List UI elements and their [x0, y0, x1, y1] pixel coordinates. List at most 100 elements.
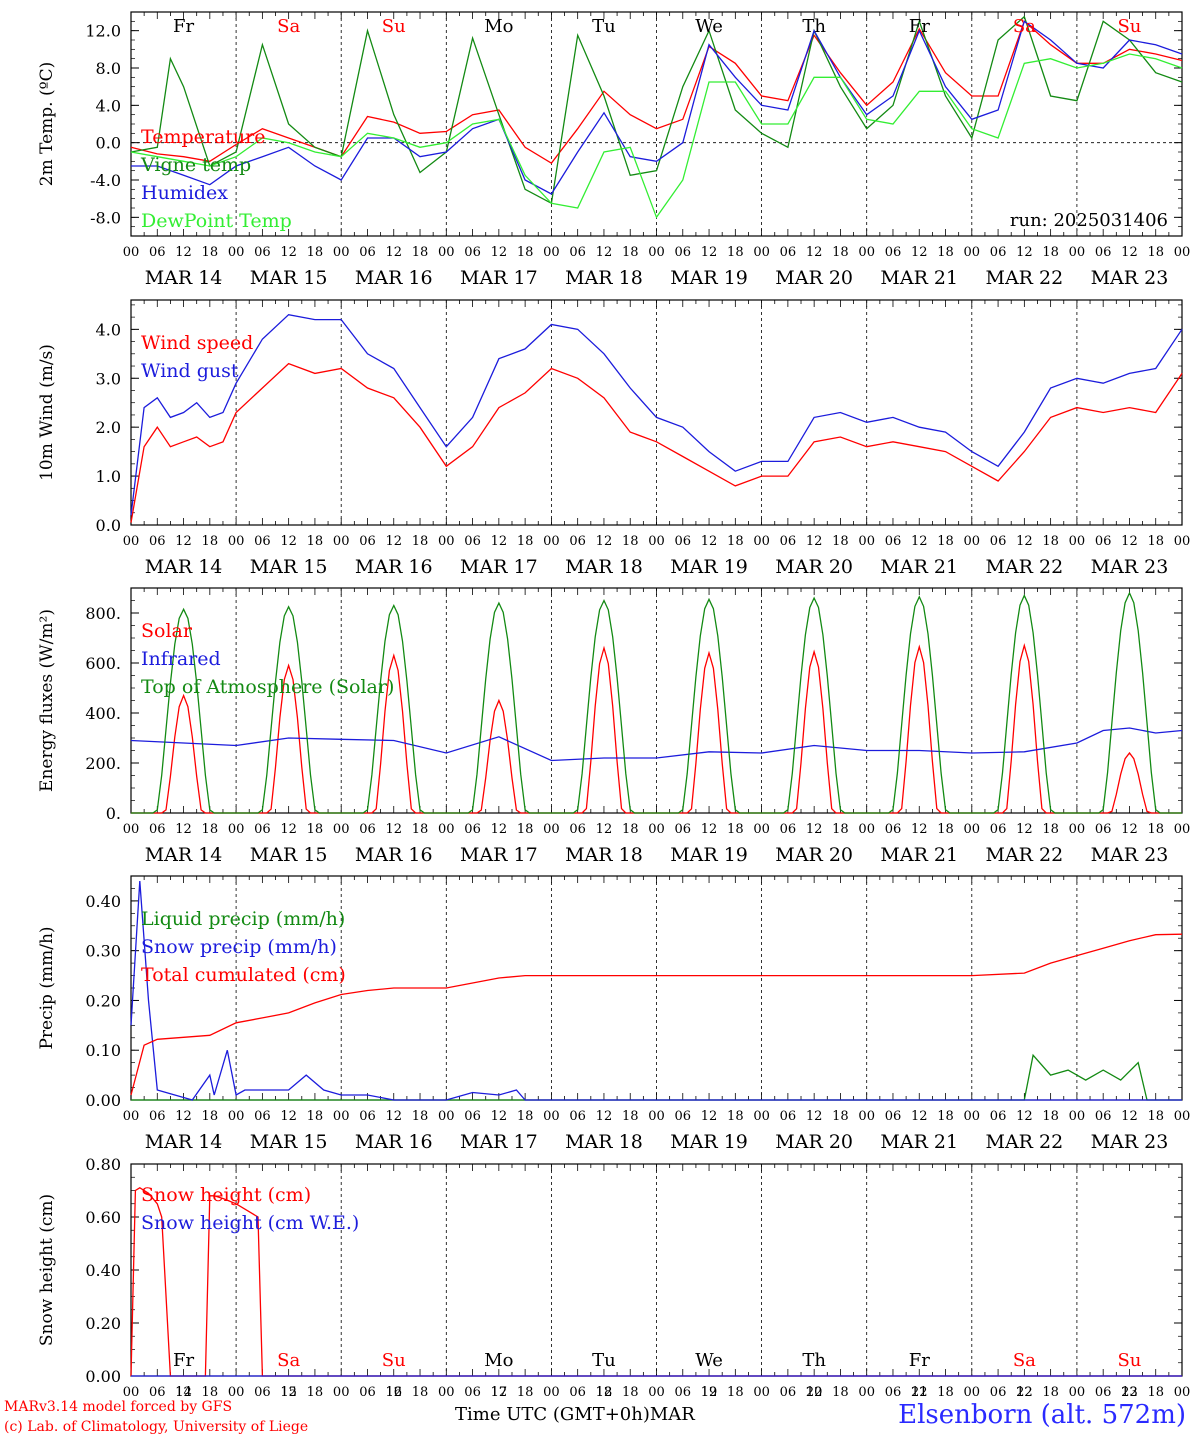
date-label: MAR 23	[1091, 1131, 1169, 1153]
station-name: Elsenborn (alt. 572m)	[898, 1400, 1186, 1430]
hour-tick-label: 06	[464, 1109, 481, 1124]
hour-tick-label: 18	[622, 534, 639, 549]
date-label: MAR 22	[985, 1131, 1063, 1153]
series-line-top-of-atmosphere-solar-	[131, 591, 1182, 814]
hour-tick-label: 00	[123, 1109, 140, 1124]
weekday-label: We	[695, 1350, 723, 1371]
hour-tick-label: 06	[149, 534, 166, 549]
hour-tick-label: 12	[806, 534, 823, 549]
hour-tick-label: 18	[202, 1109, 219, 1124]
date-label: MAR 19	[670, 844, 748, 866]
weekday-label: Su	[1117, 16, 1141, 37]
hour-tick-label: 00	[753, 245, 770, 260]
day-number-label: 16	[385, 1385, 402, 1400]
hour-tick-label: 18	[517, 245, 534, 260]
hour-tick-label: 18	[832, 822, 849, 837]
hour-tick-label: 00	[1069, 1109, 1086, 1124]
hour-tick-label: 06	[675, 1109, 692, 1124]
y-tick-label: 0.20	[85, 1314, 121, 1333]
hour-tick-label: 12	[911, 1385, 928, 1400]
date-label: MAR 16	[355, 1131, 433, 1153]
weekday-label: Fr	[173, 1350, 194, 1371]
y-axis-label: Snow height (cm)	[37, 1194, 57, 1346]
y-tick-label: 0.40	[85, 1261, 121, 1280]
hour-tick-label: 12	[596, 245, 613, 260]
weekday-label: Sa	[277, 16, 300, 37]
hour-tick-label: 18	[307, 534, 324, 549]
hour-tick-label: 18	[622, 1385, 639, 1400]
hour-tick-label: 18	[832, 534, 849, 549]
hour-tick-label: 00	[438, 534, 455, 549]
date-label: MAR 22	[985, 267, 1063, 289]
date-label: MAR 14	[145, 267, 223, 289]
y-tick-label: 0.40	[85, 892, 121, 911]
hour-tick-label: 06	[885, 245, 902, 260]
legend-label: Vigne temp	[140, 154, 251, 176]
hour-tick-label: 00	[123, 822, 140, 837]
date-label: MAR 16	[355, 556, 433, 578]
series-line-snow-precip-mm-h-	[130, 880, 1182, 1101]
hour-tick-label: 18	[307, 1109, 324, 1124]
hour-tick-label: 00	[228, 822, 245, 837]
hour-tick-label: 00	[1069, 1385, 1086, 1400]
hour-tick-label: 06	[990, 534, 1007, 549]
hour-tick-label: 12	[701, 822, 718, 837]
hour-tick-label: 06	[1095, 1385, 1112, 1400]
hour-tick-label: 12	[911, 534, 928, 549]
hour-tick-label: 18	[727, 1385, 744, 1400]
hour-tick-label: 18	[1042, 534, 1059, 549]
legend-label: DewPoint Temp	[141, 210, 292, 232]
y-tick-label: -4.0	[90, 171, 121, 190]
hour-tick-label: 12	[1016, 1109, 1033, 1124]
hour-tick-label: 18	[832, 245, 849, 260]
weekday-label: Mo	[484, 16, 513, 37]
time-axis-title: Time UTC (GMT+0h)MAR	[455, 1404, 695, 1425]
legend-label: Snow precip (mm/h)	[141, 936, 337, 958]
hour-tick-label: 12	[280, 1109, 297, 1124]
date-label: MAR 21	[880, 1131, 958, 1153]
hour-tick-label: 12	[701, 534, 718, 549]
y-tick-label: 4.0	[96, 96, 121, 115]
hour-tick-label: 06	[464, 245, 481, 260]
hour-tick-label: 18	[622, 245, 639, 260]
hour-tick-label: 00	[438, 822, 455, 837]
hour-tick-label: 18	[622, 1109, 639, 1124]
hour-tick-label: 18	[1147, 1385, 1164, 1400]
weekday-label: Su	[1117, 1350, 1141, 1371]
hour-tick-label: 06	[780, 1385, 797, 1400]
hour-tick-label: 00	[438, 1385, 455, 1400]
hour-tick-label: 06	[569, 1385, 586, 1400]
y-tick-label: 0.30	[85, 942, 121, 961]
date-label: MAR 19	[670, 556, 748, 578]
hour-tick-label: 00	[1069, 534, 1086, 549]
date-label: MAR 17	[460, 1131, 538, 1153]
hour-tick-label: 06	[254, 1385, 271, 1400]
hour-tick-label: 18	[307, 822, 324, 837]
panel-1	[130, 11, 1183, 237]
date-label: MAR 20	[775, 556, 853, 578]
weekday-label: We	[695, 16, 723, 37]
day-number-label: 20	[806, 1385, 823, 1400]
hour-tick-label: 18	[937, 1109, 954, 1124]
hour-tick-label: 12	[1121, 534, 1138, 549]
hour-tick-label: 00	[858, 245, 875, 260]
hour-tick-label: 12	[385, 534, 402, 549]
legend-label: Total cumulated (cm)	[141, 964, 346, 986]
hour-tick-label: 06	[254, 245, 271, 260]
hour-tick-label: 06	[1095, 245, 1112, 260]
hour-tick-label: 06	[990, 1109, 1007, 1124]
hour-tick-label: 06	[359, 1385, 376, 1400]
legend-label: Snow height (cm)	[141, 1184, 311, 1206]
hour-tick-label: 18	[412, 1385, 429, 1400]
y-tick-label: 2.0	[96, 418, 121, 437]
hour-tick-label: 00	[858, 822, 875, 837]
hour-tick-label: 00	[1174, 1385, 1191, 1400]
y-axis-label: 10m Wind (m/s)	[37, 344, 57, 481]
hour-tick-label: 18	[412, 1109, 429, 1124]
hour-tick-label: 06	[149, 822, 166, 837]
panel-3	[130, 587, 1183, 814]
y-tick-label: 0.	[106, 804, 121, 823]
y-tick-label: 0.20	[85, 991, 121, 1010]
weekday-label: Fr	[173, 16, 194, 37]
hour-tick-label: 12	[596, 822, 613, 837]
